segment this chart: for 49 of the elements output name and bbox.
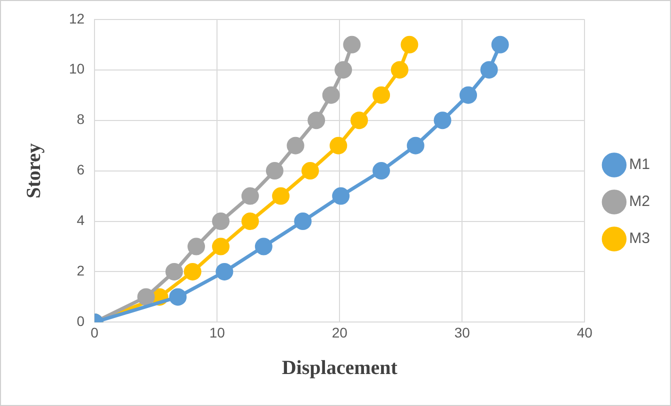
legend-label: M2: [629, 193, 650, 210]
point: [212, 212, 230, 230]
point: [241, 187, 259, 205]
point: [169, 288, 187, 306]
y-axis-title: Storey: [23, 143, 46, 198]
point: [272, 187, 290, 205]
x-tick-label: 20: [332, 324, 348, 340]
point: [188, 238, 206, 256]
y-tick-label: 8: [76, 111, 85, 128]
x-tick-label: 0: [90, 324, 99, 340]
point: [301, 162, 319, 180]
point: [372, 162, 390, 180]
point: [480, 61, 498, 79]
point: [434, 112, 452, 130]
point: [216, 262, 234, 280]
legend-label: M1: [629, 156, 650, 174]
point: [322, 86, 340, 104]
y-tick-label: 4: [76, 212, 85, 228]
point: [241, 212, 259, 230]
point: [137, 288, 155, 306]
point: [400, 36, 418, 54]
y-tick-label: 6: [76, 162, 85, 178]
point: [332, 187, 350, 205]
x-tick-label: 40: [576, 324, 593, 340]
point: [184, 262, 202, 280]
x-tick-label: 30: [454, 324, 470, 340]
point: [330, 136, 348, 154]
y-tick-label: 2: [76, 262, 85, 279]
point: [350, 112, 368, 130]
point: [372, 86, 390, 104]
point: [212, 238, 230, 256]
legend-label: M3: [629, 230, 650, 248]
point: [406, 136, 424, 154]
y-tick-label: 0: [76, 313, 85, 330]
point: [294, 212, 312, 230]
y-tick-label: 12: [68, 10, 85, 26]
point: [491, 36, 509, 54]
y-tick-label: 10: [68, 60, 85, 77]
point: [460, 86, 478, 104]
point: [390, 61, 408, 79]
point: [254, 238, 272, 256]
point: [334, 61, 352, 79]
point: [286, 136, 304, 154]
x-axis-title: Displacement: [282, 357, 398, 380]
point: [165, 262, 183, 280]
point: [308, 112, 326, 130]
point: [266, 162, 284, 180]
x-tick-label: 10: [209, 324, 226, 340]
point: [343, 36, 361, 54]
